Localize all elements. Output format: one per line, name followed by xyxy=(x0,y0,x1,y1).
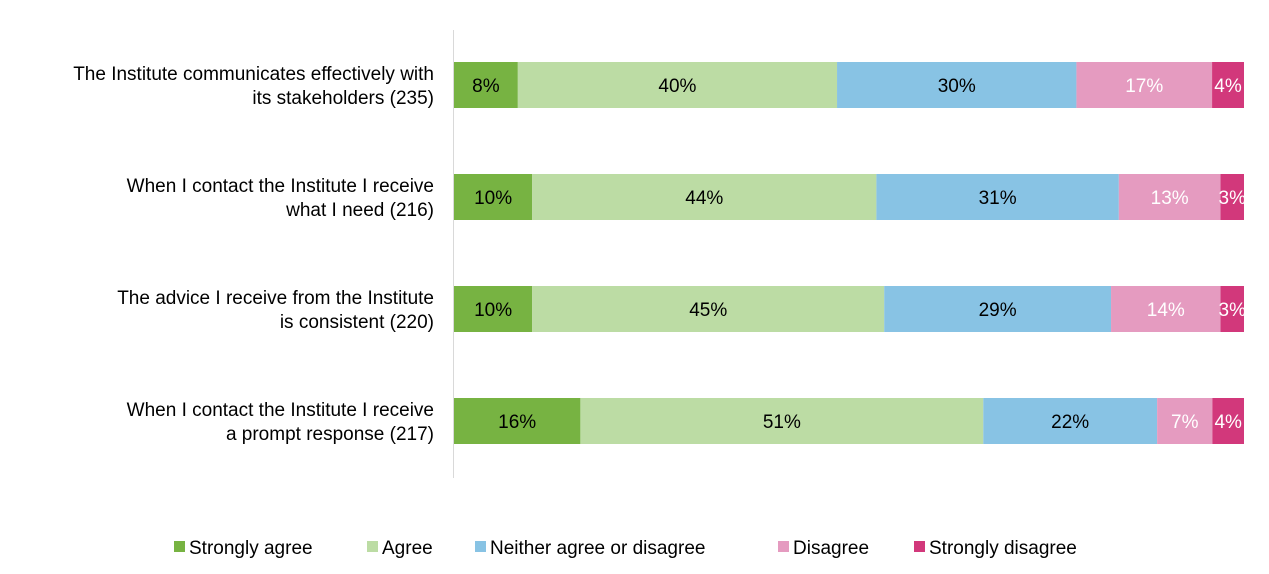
bar-segment xyxy=(837,62,1077,108)
category-label: When I contact the Institute I receive wh… xyxy=(127,176,434,221)
bar-segment xyxy=(1111,286,1221,332)
data-label: 4% xyxy=(1214,412,1242,433)
bar-segment xyxy=(454,62,518,108)
legend-label: Agree xyxy=(382,538,433,559)
category-label-line: The Institute communicates effectively w… xyxy=(73,64,434,85)
data-label: 3% xyxy=(1219,300,1247,321)
bar-segment xyxy=(517,62,838,108)
data-label: 14% xyxy=(1147,300,1185,321)
data-label: 13% xyxy=(1151,188,1189,209)
legend-label: Neither agree or disagree xyxy=(490,538,705,559)
bar-segment xyxy=(454,174,533,220)
data-label: 17% xyxy=(1125,76,1163,97)
bar-segment xyxy=(1220,286,1244,332)
legend-label: Disagree xyxy=(793,538,869,559)
bar-segment xyxy=(1076,62,1213,108)
bar-segment xyxy=(580,398,984,444)
data-label: 22% xyxy=(1051,412,1089,433)
data-label: 3% xyxy=(1219,188,1247,209)
legend-swatch xyxy=(475,541,486,552)
bar-segment xyxy=(1212,398,1244,444)
data-label: 4% xyxy=(1214,76,1242,97)
data-label: 51% xyxy=(763,412,801,433)
bar-segment xyxy=(1157,398,1213,444)
data-label: 31% xyxy=(979,188,1017,209)
bar-segment xyxy=(1220,174,1244,220)
category-label-line: The advice I receive from the Institute xyxy=(117,288,434,309)
legend-swatch xyxy=(914,541,925,552)
data-label: 16% xyxy=(498,412,536,433)
category-label-line: When I contact the Institute I receive xyxy=(127,176,434,197)
bar-segment xyxy=(532,174,877,220)
bar-segment xyxy=(1212,62,1244,108)
data-label: 7% xyxy=(1171,412,1199,433)
category-label-line: When I contact the Institute I receive xyxy=(127,400,434,421)
data-label: 30% xyxy=(938,76,976,97)
category-label-line: what I need (216) xyxy=(285,200,434,221)
legend-label: Strongly agree xyxy=(189,538,313,559)
bar-segment xyxy=(532,286,885,332)
bar-segment xyxy=(454,286,533,332)
category-label: When I contact the Institute I receive a … xyxy=(127,400,434,445)
bar-segment xyxy=(1118,174,1221,220)
category-label-line: a prompt response (217) xyxy=(226,424,434,445)
legend-label: Strongly disagree xyxy=(929,538,1077,559)
category-label-line: is consistent (220) xyxy=(280,312,434,333)
data-label: 10% xyxy=(474,188,512,209)
legend-swatch xyxy=(174,541,185,552)
data-label: 40% xyxy=(658,76,696,97)
data-label: 44% xyxy=(685,188,723,209)
bar-segment xyxy=(884,286,1112,332)
data-label: 8% xyxy=(472,76,500,97)
legend-swatch xyxy=(778,541,789,552)
category-label: The Institute communicates effectively w… xyxy=(73,64,434,109)
legend-swatch xyxy=(367,541,378,552)
category-label: The advice I receive from the Institute i… xyxy=(117,288,434,333)
data-label: 45% xyxy=(689,300,727,321)
bar-segment xyxy=(454,398,581,444)
data-label: 29% xyxy=(979,300,1017,321)
data-label: 10% xyxy=(474,300,512,321)
bar-segment xyxy=(983,398,1158,444)
bar-segment xyxy=(876,174,1119,220)
category-label-line: its stakeholders (235) xyxy=(252,88,434,109)
